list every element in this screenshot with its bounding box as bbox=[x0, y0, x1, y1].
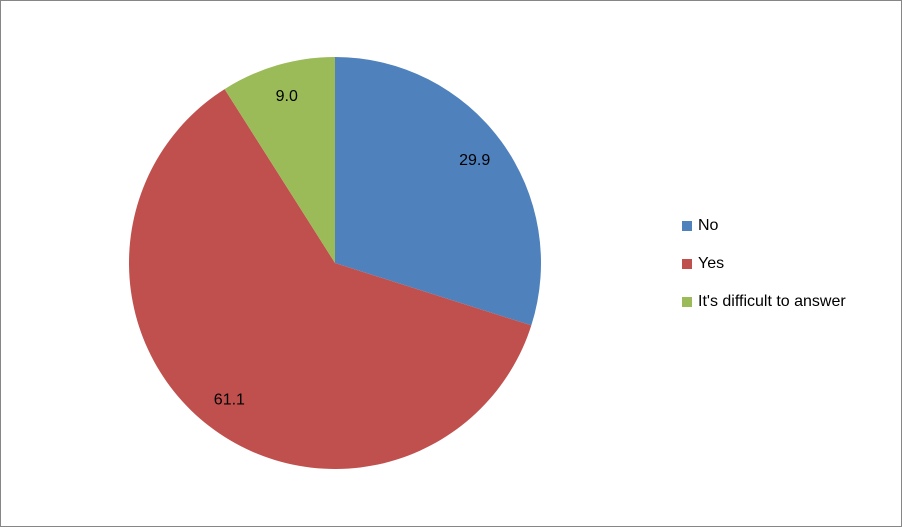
legend-swatch bbox=[682, 259, 692, 269]
pie-slice bbox=[335, 57, 541, 326]
data-label: 9.0 bbox=[276, 88, 298, 105]
legend-label: It's difficult to answer bbox=[698, 293, 846, 310]
legend-label: Yes bbox=[698, 255, 724, 272]
pie-slice bbox=[224, 57, 335, 263]
legend-swatch bbox=[682, 297, 692, 307]
data-label: 61.1 bbox=[214, 391, 245, 408]
legend-label: No bbox=[698, 217, 719, 234]
legend-swatch bbox=[682, 221, 692, 231]
data-label: 29.9 bbox=[459, 152, 490, 169]
pie-slice bbox=[128, 89, 532, 469]
